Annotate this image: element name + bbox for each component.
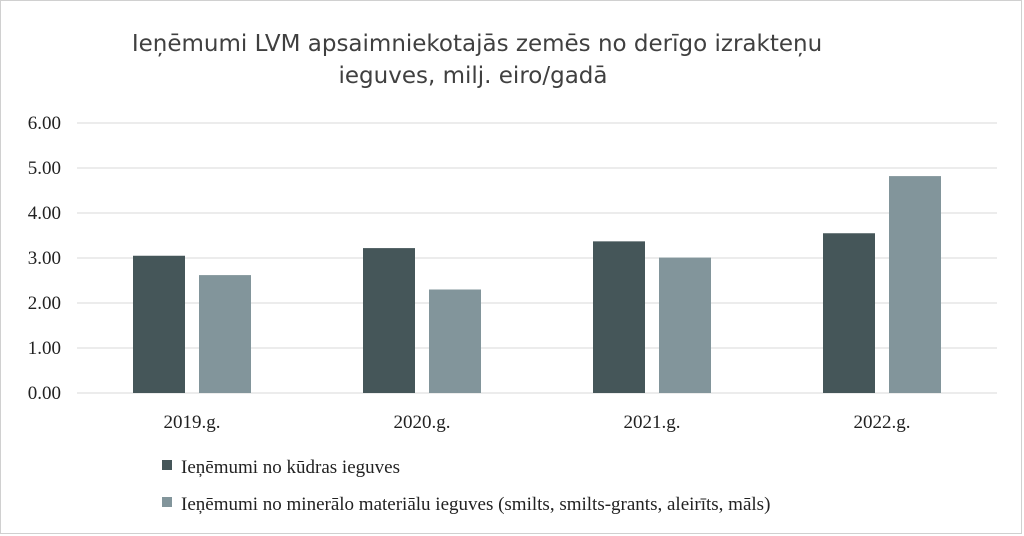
chart-title-line-2: ieguves, milj. eiro/gadā xyxy=(339,63,608,89)
legend: Ieņēmumi no kūdras ieguves Ieņēmumi no mi… xyxy=(162,457,770,515)
bars xyxy=(133,176,941,393)
bar-kudras-2021g xyxy=(593,241,645,393)
x-tick-label: 2022.g. xyxy=(854,412,911,433)
legend-swatch xyxy=(162,497,172,507)
y-tick-label: 3.00 xyxy=(28,248,61,269)
y-tick-label: 0.00 xyxy=(28,383,61,404)
bar-mineralo-2020g xyxy=(429,289,481,393)
x-tick-label: 2020.g. xyxy=(394,412,451,433)
x-tick-label: 2021.g. xyxy=(624,412,681,433)
x-axis-ticks: 2019.g. 2020.g. 2021.g. 2022.g. xyxy=(164,412,911,433)
y-axis-ticks: 0.00 1.00 2.00 3.00 4.00 5.00 6.00 xyxy=(28,113,61,404)
bar-mineralo-2021g xyxy=(659,257,711,393)
x-tick-label: 2019.g. xyxy=(164,412,221,433)
y-tick-label: 6.00 xyxy=(28,113,61,134)
bar-kudras-2020g xyxy=(363,248,415,393)
y-tick-label: 2.00 xyxy=(28,293,61,314)
bar-kudras-2022g xyxy=(823,233,875,393)
legend-label: Ieņēmumi no kūdras ieguves xyxy=(181,457,400,478)
legend-label: Ieņēmumi no minerālo materiālu ieguves (… xyxy=(181,494,770,515)
chart-title: Ieņēmumi LVM apsaimniekotajās zemēs no d… xyxy=(132,31,822,89)
legend-swatch xyxy=(162,460,172,470)
y-tick-label: 5.00 xyxy=(28,158,61,179)
bar-kudras-2019g xyxy=(133,255,185,393)
chart-title-line-1: Ieņēmumi LVM apsaimniekotajās zemēs no d… xyxy=(132,31,822,57)
y-tick-label: 1.00 xyxy=(28,338,61,359)
bar-mineralo-2019g xyxy=(199,275,251,393)
bar-mineralo-2022g xyxy=(889,176,941,393)
y-tick-label: 4.00 xyxy=(28,203,61,224)
